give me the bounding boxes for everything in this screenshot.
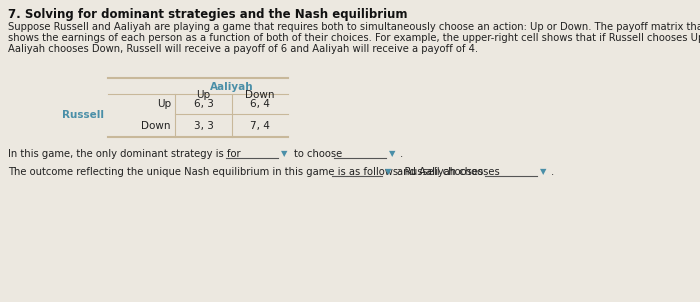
- Text: 6, 4: 6, 4: [250, 99, 270, 109]
- Text: Aaliyah chooses Down, Russell will receive a payoff of 6 and Aaliyah will receiv: Aaliyah chooses Down, Russell will recei…: [8, 44, 478, 54]
- Text: 7, 4: 7, 4: [250, 121, 270, 131]
- Text: Aaliyah: Aaliyah: [210, 82, 253, 92]
- Text: ▼: ▼: [540, 168, 547, 176]
- Text: Up: Up: [157, 99, 171, 109]
- Text: Russell: Russell: [62, 110, 104, 120]
- Text: .: .: [400, 149, 403, 159]
- Text: ▼: ▼: [385, 168, 391, 176]
- Text: 3, 3: 3, 3: [194, 121, 214, 131]
- Text: and Aaliyah chooses: and Aaliyah chooses: [397, 167, 500, 177]
- Text: ▼: ▼: [389, 149, 396, 159]
- Text: 6, 3: 6, 3: [194, 99, 214, 109]
- Text: Down: Down: [245, 90, 274, 100]
- Text: shows the earnings of each person as a function of both of their choices. For ex: shows the earnings of each person as a f…: [8, 33, 700, 43]
- Text: Down: Down: [141, 121, 171, 131]
- Text: .: .: [551, 167, 554, 177]
- Text: ▼: ▼: [281, 149, 288, 159]
- Text: 7. Solving for dominant strategies and the Nash equilibrium: 7. Solving for dominant strategies and t…: [8, 8, 407, 21]
- Text: The outcome reflecting the unique Nash equilibrium in this game is as follows: R: The outcome reflecting the unique Nash e…: [8, 167, 483, 177]
- Text: Suppose Russell and Aaliyah are playing a game that requires both to simultaneou: Suppose Russell and Aaliyah are playing …: [8, 22, 700, 32]
- Text: to choose: to choose: [294, 149, 342, 159]
- Text: Up: Up: [197, 90, 211, 100]
- Text: In this game, the only dominant strategy is for: In this game, the only dominant strategy…: [8, 149, 241, 159]
